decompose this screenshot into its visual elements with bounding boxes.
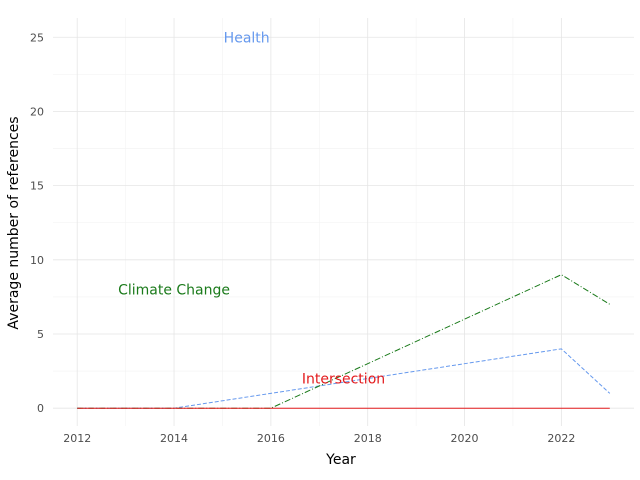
annotation-label: Health <box>224 30 270 46</box>
annotation-label: Intersection <box>302 372 385 388</box>
x-tick-label: 2012 <box>63 432 91 445</box>
x-tick-label: 2018 <box>354 432 382 445</box>
x-tick-label: 2014 <box>160 432 188 445</box>
y-tick-label: 5 <box>37 328 44 341</box>
annotation-label: Climate Change <box>118 283 230 299</box>
series-lines <box>77 274 611 409</box>
major-gridlines <box>53 18 634 426</box>
annotations: Health Climate Change Intersection <box>118 30 385 387</box>
y-axis-title: Average number of references <box>6 116 22 329</box>
x-tick-label: 2016 <box>257 432 285 445</box>
y-tick-label: 20 <box>30 105 44 118</box>
y-tick-labels: 0 5 10 15 20 25 <box>30 31 44 415</box>
y-tick-label: 10 <box>30 254 44 267</box>
x-tick-label: 2020 <box>451 432 479 445</box>
x-axis-title: Year <box>325 452 356 468</box>
x-tick-labels: 2012 2014 2016 2018 2020 2022 <box>63 432 575 445</box>
y-tick-label: 15 <box>30 180 44 193</box>
x-tick-label: 2022 <box>547 432 575 445</box>
y-tick-label: 0 <box>37 402 44 415</box>
minor-gridlines <box>53 18 634 426</box>
y-tick-label: 25 <box>30 31 44 44</box>
